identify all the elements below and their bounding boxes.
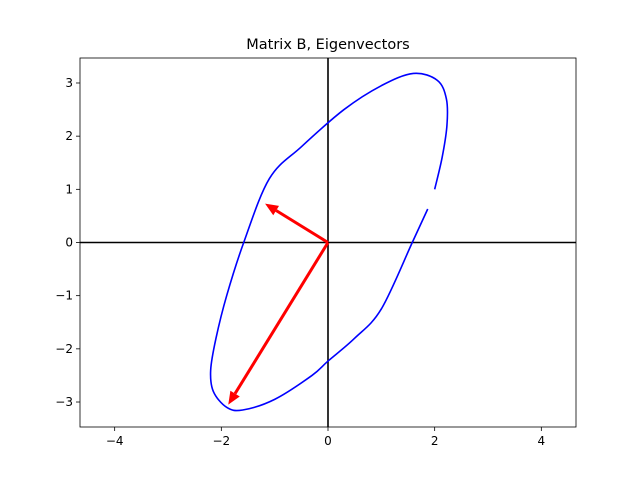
- eigenvector-arrow-2: [228, 241, 330, 405]
- x-tick-label: 4: [538, 434, 546, 448]
- x-axis-ticks: −4 −2 0 2 4: [106, 427, 545, 448]
- y-tick-label: −3: [55, 395, 73, 409]
- y-tick-label: 2: [65, 129, 73, 143]
- y-tick-label: 3: [65, 76, 73, 90]
- eigenvector-head: [228, 390, 240, 405]
- y-axis-ticks: −3 −2 −1 0 1 2 3: [55, 76, 80, 409]
- x-tick-label: 2: [431, 434, 439, 448]
- x-tick-label: −2: [212, 434, 230, 448]
- plot-frame: [79, 57, 577, 428]
- plot-area: [80, 58, 576, 427]
- x-tick-label: 0: [324, 434, 332, 448]
- y-tick-label: −2: [55, 342, 73, 356]
- eigenvector-head: [265, 203, 280, 216]
- x-tick-label: −4: [106, 434, 124, 448]
- y-tick-label: 0: [65, 236, 73, 250]
- eigenvector-arrow-1: [265, 203, 329, 244]
- eigenvectors: [228, 203, 330, 405]
- chart-title: Matrix B, Eigenvectors: [246, 37, 409, 53]
- y-tick-label: −1: [55, 289, 73, 303]
- y-tick-label: 1: [65, 182, 73, 196]
- eigenvector-shaft: [275, 209, 329, 244]
- transformed-unit-circle: [209, 72, 449, 412]
- eigenvector-shaft: [233, 241, 330, 395]
